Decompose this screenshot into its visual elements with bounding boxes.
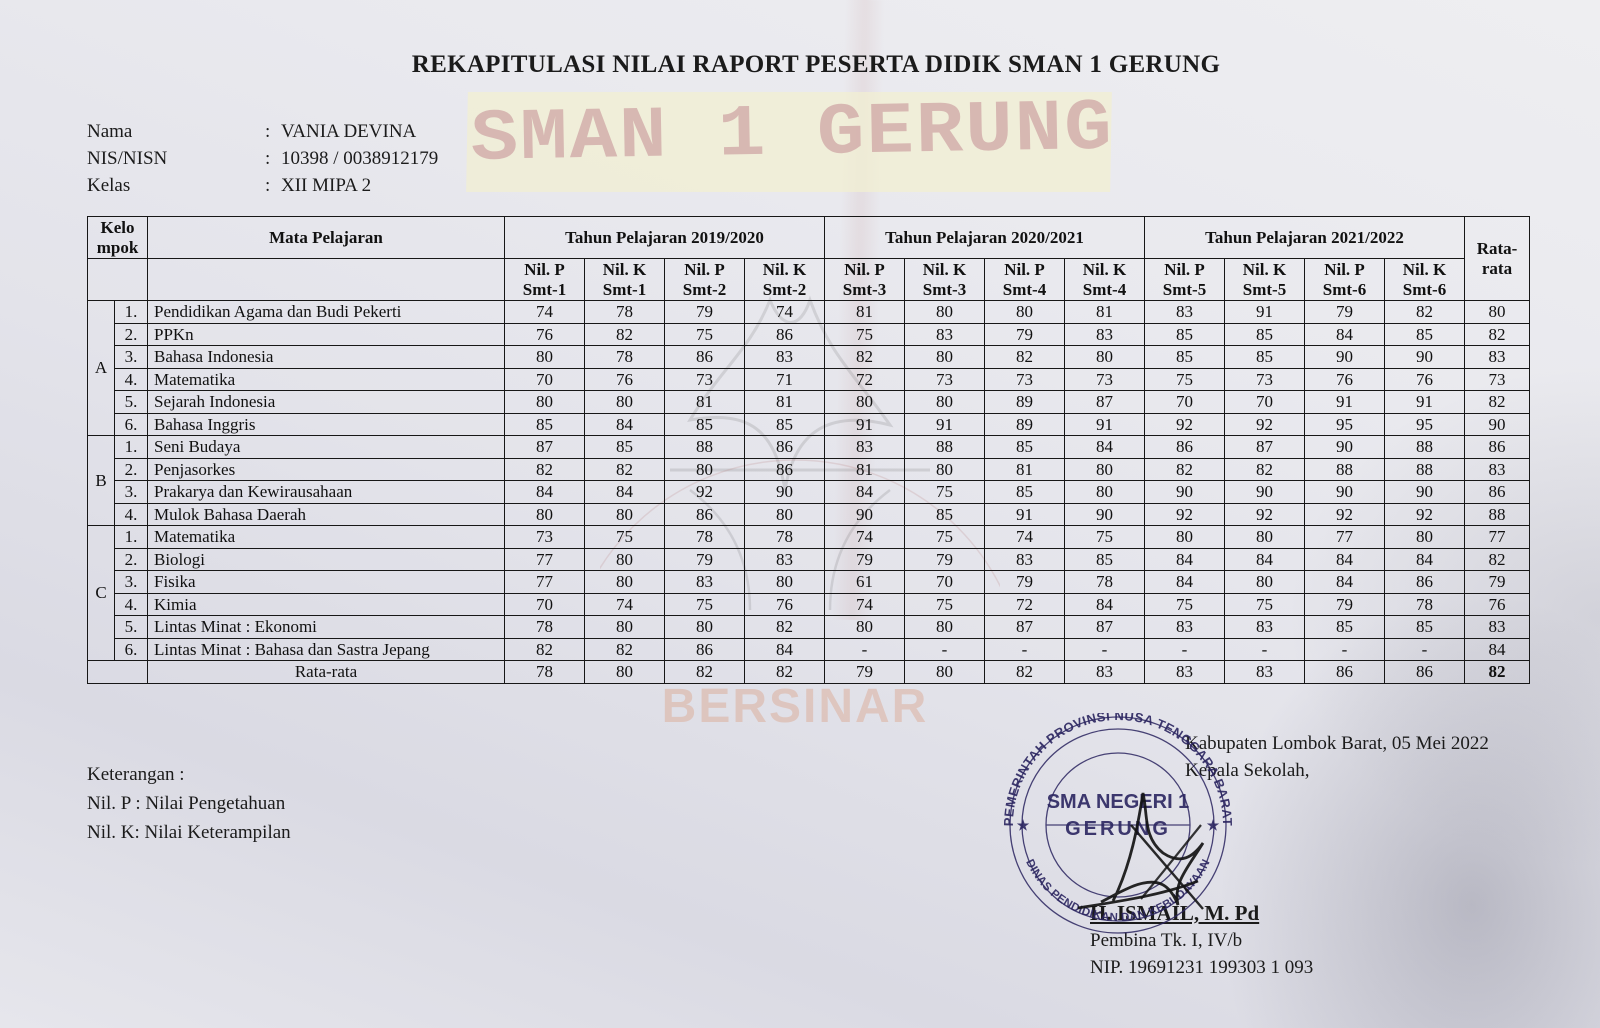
svg-text:★: ★ xyxy=(1017,817,1030,833)
svg-text:BERSINAR: BERSINAR xyxy=(662,680,929,733)
svg-text:★: ★ xyxy=(1207,817,1220,833)
svg-text:SMA NEGERI 1: SMA NEGERI 1 xyxy=(1047,791,1190,813)
svg-text:GERUNG: GERUNG xyxy=(1065,818,1171,840)
